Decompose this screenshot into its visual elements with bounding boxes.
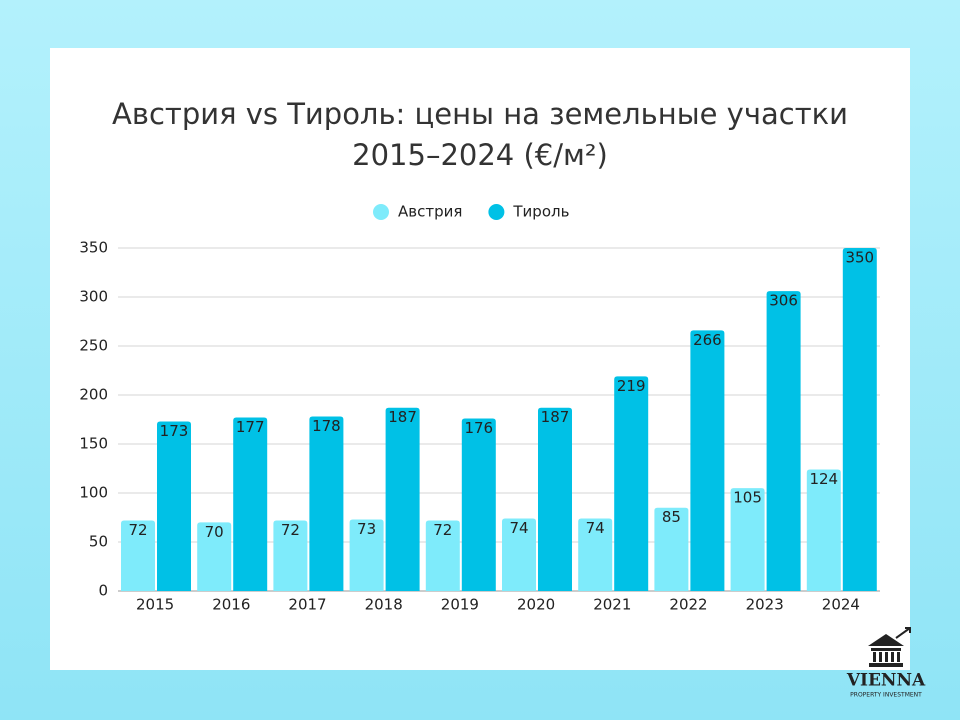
bar xyxy=(614,376,649,591)
x-tick-label: 2019 xyxy=(441,596,479,614)
logo-tagline: PROPERTY INVESTMENT xyxy=(850,692,922,699)
x-tick-label: 2021 xyxy=(593,596,631,614)
data-label: 74 xyxy=(509,519,528,537)
x-tick-label: 2020 xyxy=(517,596,555,614)
legend-label: Австрия xyxy=(398,203,462,221)
bar xyxy=(349,519,384,591)
bar xyxy=(578,518,613,591)
logo-name: VIENNA xyxy=(846,671,926,691)
data-label: 177 xyxy=(236,418,265,436)
chart-title: Австрия vs Тироль: цены на земельные уча… xyxy=(112,97,848,172)
bar xyxy=(425,520,460,591)
data-label: 73 xyxy=(357,520,376,538)
data-label: 70 xyxy=(205,523,224,541)
data-label: 105 xyxy=(733,489,762,507)
logo: VIENNA PROPERTY INVESTMENT xyxy=(846,627,926,699)
data-label: 178 xyxy=(312,417,341,435)
data-label: 350 xyxy=(845,249,874,267)
data-label: 176 xyxy=(464,419,493,437)
bar xyxy=(766,291,801,591)
y-tick-label: 300 xyxy=(79,288,108,306)
y-tick-label: 200 xyxy=(79,386,108,404)
data-label: 187 xyxy=(541,408,570,426)
data-label: 74 xyxy=(586,519,605,537)
bar xyxy=(385,407,420,591)
data-label: 306 xyxy=(769,292,798,310)
y-tick-label: 150 xyxy=(79,435,108,453)
logo-icon xyxy=(868,634,904,667)
data-label: 173 xyxy=(160,422,189,440)
x-tick-label: 2022 xyxy=(669,596,707,614)
data-label: 72 xyxy=(128,521,147,539)
bar xyxy=(309,416,344,591)
logo-arrow xyxy=(895,627,911,639)
x-tick-label: 2018 xyxy=(365,596,403,614)
legend-marker xyxy=(373,204,389,220)
bar xyxy=(502,518,536,591)
bar xyxy=(233,417,268,591)
y-tick-label: 100 xyxy=(79,484,108,502)
bar xyxy=(197,522,232,591)
x-tick-label: 2016 xyxy=(212,596,250,614)
data-label: 124 xyxy=(809,470,838,488)
bar xyxy=(730,488,765,591)
bar xyxy=(690,330,725,591)
y-tick-label: 50 xyxy=(89,533,108,551)
bar xyxy=(121,520,155,591)
y-tick-label: 350 xyxy=(79,239,108,257)
bar xyxy=(806,469,841,591)
x-tick-label: 2015 xyxy=(136,596,174,614)
bar xyxy=(157,421,191,591)
x-tick-label: 2024 xyxy=(822,596,860,614)
data-label: 85 xyxy=(662,508,681,526)
y-tick-label: 250 xyxy=(79,337,108,355)
bar xyxy=(461,418,496,591)
y-tick-label: 0 xyxy=(98,582,108,600)
data-label: 187 xyxy=(388,408,417,426)
x-tick-label: 2023 xyxy=(746,596,784,614)
legend-label: Тироль xyxy=(512,203,569,221)
bar xyxy=(654,507,689,591)
bar xyxy=(273,520,308,591)
data-label: 219 xyxy=(617,377,646,395)
bar xyxy=(538,407,572,591)
data-label: 266 xyxy=(693,331,722,349)
legend-marker xyxy=(488,204,505,220)
data-label: 72 xyxy=(281,521,300,539)
data-label: 72 xyxy=(433,521,452,539)
x-tick-label: 2017 xyxy=(288,596,326,614)
bar xyxy=(842,248,877,591)
